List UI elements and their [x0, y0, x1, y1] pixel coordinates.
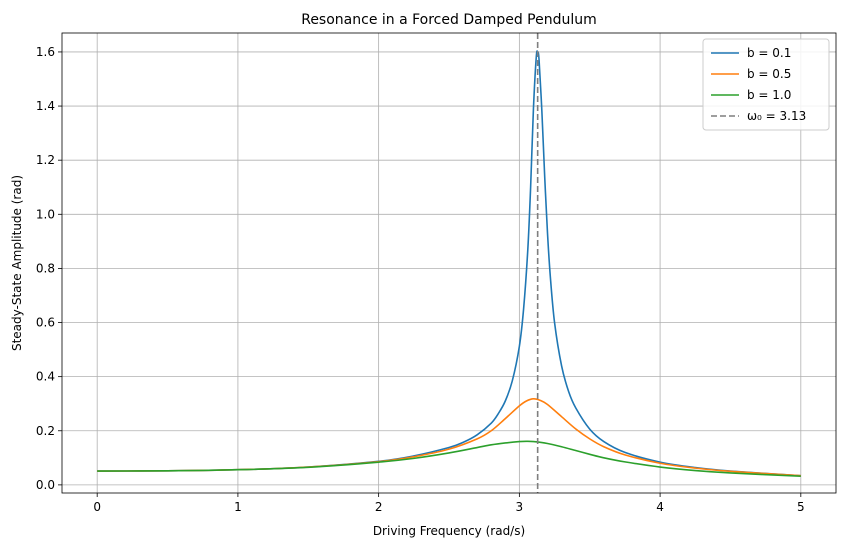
x-axis-label: Driving Frequency (rad/s)	[373, 524, 525, 538]
legend-box	[702, 38, 830, 131]
x-tick-label: 0	[93, 500, 101, 514]
chart-title: Resonance in a Forced Damped Pendulum	[301, 12, 597, 28]
y-tick-label: 0.2	[36, 424, 55, 438]
legend: b = 0.1 b = 0.5 b = 1.0 ω₀ = 3.13	[702, 38, 830, 131]
x-tick-label: 3	[516, 500, 524, 514]
legend-entry-label: b = 0.1	[747, 46, 791, 60]
y-tick-label: 1.4	[36, 99, 55, 113]
y-tick-label: 0.6	[36, 316, 55, 330]
grid	[62, 33, 836, 493]
y-tick-label: 0.8	[36, 261, 55, 275]
axis-ticks: 0 1 2 3 4 5 0.0 0.2 0.4 0.6 0.8 1.0 1.2 1.4 1.6	[36, 45, 805, 514]
legend-entry-label: b = 1.0	[747, 88, 791, 102]
y-tick-label: 1.0	[36, 207, 55, 221]
y-axis-label: Steady-State Amplitude (rad)	[10, 175, 24, 351]
x-tick-label: 1	[234, 500, 242, 514]
y-tick-label: 0.4	[36, 370, 55, 384]
plot-frame	[61, 32, 837, 494]
x-tick-label: 4	[656, 500, 664, 514]
series-line-3	[97, 440, 801, 478]
x-tick-label: 5	[797, 500, 805, 514]
y-tick-label: 0.0	[36, 478, 55, 492]
legend-entry-label: ω₀ = 3.13	[747, 109, 806, 123]
y-tick-label: 1.6	[36, 45, 55, 59]
legend-entry-label: b = 0.5	[747, 67, 791, 81]
series-lines	[97, 50, 801, 478]
x-tick-label: 2	[375, 500, 383, 514]
series-line-1	[97, 50, 801, 477]
y-tick-label: 1.2	[36, 153, 55, 167]
